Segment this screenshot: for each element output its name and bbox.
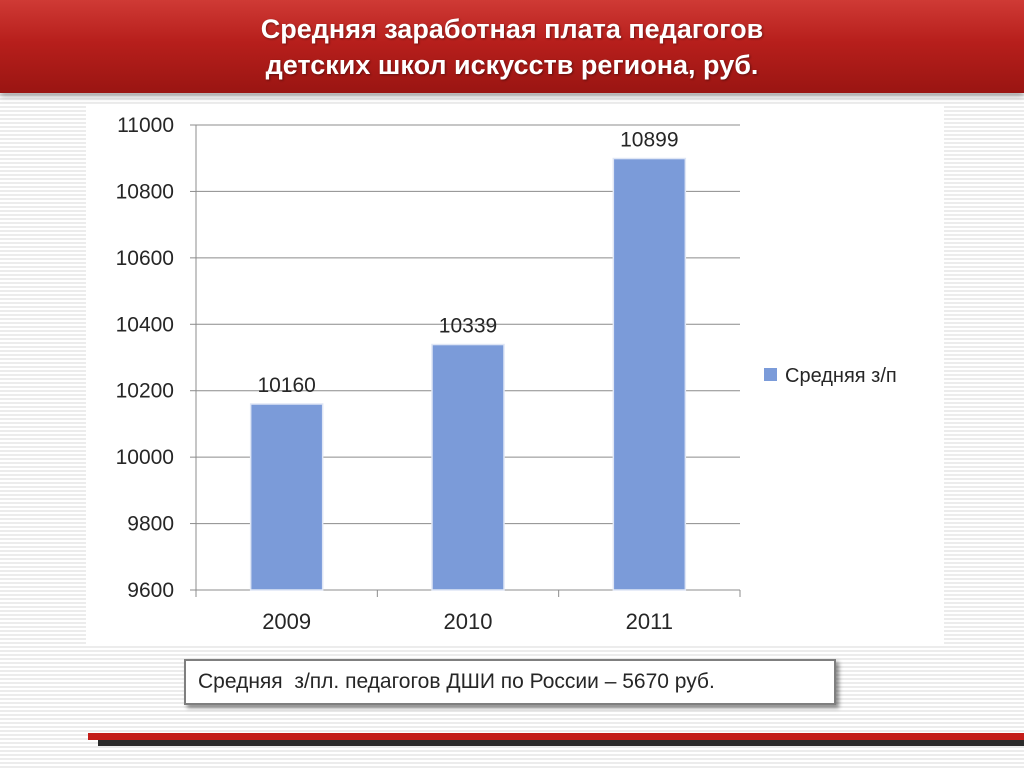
title-bar: Средняя заработная плата педагогов детск…: [0, 0, 1024, 93]
chart-panel: 9600 9800 10000 10200 10400 10600 10800 11000 10…: [86, 106, 944, 646]
y-tick-label: 10400: [116, 313, 174, 336]
y-tick-label: 10800: [116, 180, 174, 203]
page-title-line-2: детских школ искусств региона, руб.: [265, 49, 759, 80]
y-tick-label: 10200: [116, 380, 174, 403]
bottom-accent-line: [88, 733, 1024, 740]
data-label-2010: 10339: [439, 315, 497, 338]
x-tick-label-2009: 2009: [262, 609, 311, 634]
y-tick-label: 10600: [116, 247, 174, 270]
data-label-2011: 10899: [620, 129, 678, 152]
y-tick-label: 11000: [117, 114, 174, 137]
russia-average-note: Средняя з/пл. педагогов ДШИ по России – …: [184, 659, 836, 705]
bar-2009: [249, 403, 324, 591]
page-title-line-1: Средняя заработная плата педагогов: [260, 13, 764, 44]
bar-2011: [612, 157, 687, 591]
legend-swatch: [764, 368, 777, 381]
y-tick-label: 10000: [116, 446, 174, 469]
x-tick-label-2010: 2010: [444, 609, 493, 634]
bar-chart: 9600 9800 10000 10200 10400 10600 10800 11000 10…: [116, 114, 897, 634]
y-tick-label: 9600: [127, 579, 174, 602]
bar-2010: [431, 343, 505, 591]
legend-label: Средняя з/п: [785, 365, 897, 387]
bottom-dark-line: [98, 740, 1024, 746]
y-tick-label: 9800: [127, 513, 174, 536]
data-label-2009: 10160: [257, 374, 315, 397]
x-tick-label-2011: 2011: [626, 609, 673, 634]
